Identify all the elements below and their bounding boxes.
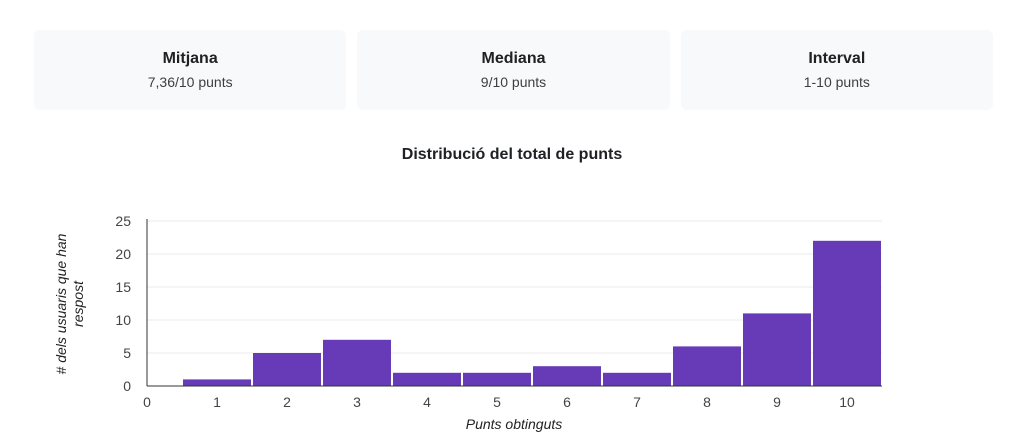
bars — [183, 240, 881, 386]
y-tick-label: 20 — [115, 246, 131, 262]
chart-title: Distribució del total de punts — [401, 146, 623, 163]
summary-card-label: Mediana — [481, 50, 546, 67]
x-tick-label: 2 — [283, 394, 291, 410]
x-tick-label: 7 — [633, 394, 641, 410]
bar — [463, 372, 531, 386]
x-tick-labels: 0 1 2 3 4 5 6 7 8 9 10 — [143, 394, 855, 410]
y-tick-label: 0 — [123, 378, 131, 394]
x-tick-label: 0 — [143, 394, 151, 410]
bar — [393, 372, 461, 386]
summary-card-value: 7,36/10 punts — [147, 74, 233, 90]
x-tick-label: 6 — [563, 394, 571, 410]
summary-cards: Mitjana 7,36/10 punts Mediana 9/10 punts… — [34, 30, 993, 110]
bar — [323, 339, 391, 386]
x-tick-label: 8 — [703, 394, 711, 410]
summary-card-value: 1-10 punts — [803, 74, 870, 90]
y-tick-labels: 0 5 10 15 20 25 — [115, 213, 131, 394]
x-tick-label: 3 — [353, 394, 361, 410]
x-tick-label: 9 — [773, 394, 781, 410]
summary-card-mean: Mitjana 7,36/10 punts — [34, 30, 347, 110]
y-tick-label: 25 — [115, 213, 131, 229]
x-tick-label: 1 — [213, 394, 221, 410]
summary-card-value: 9/10 punts — [480, 74, 547, 90]
x-tick-label: 4 — [423, 394, 431, 410]
y-axis-label: # dels usuaris que han respost — [53, 233, 86, 374]
bar — [183, 379, 251, 386]
summary-card-label: Mitjana — [162, 50, 218, 67]
summary-card-range: Interval 1-10 punts — [680, 30, 993, 110]
summary-card-median: Mediana 9/10 punts — [357, 30, 670, 110]
y-tick-label: 10 — [115, 312, 131, 328]
x-tick-label: 10 — [839, 394, 855, 410]
y-axis-label-line-1: # dels usuaris que han — [53, 233, 69, 374]
y-axis-label-line-2: respost — [70, 280, 86, 327]
y-tick-label: 5 — [123, 345, 131, 361]
bar — [813, 240, 881, 386]
y-tick-label: 15 — [115, 279, 131, 295]
bar — [743, 313, 811, 386]
x-axis-label: Punts obtinguts — [466, 416, 563, 432]
x-tick-label: 5 — [493, 394, 501, 410]
bar — [673, 346, 741, 386]
bar — [533, 366, 601, 386]
bar — [253, 353, 321, 386]
summary-card-label: Interval — [808, 50, 866, 67]
axes — [146, 219, 882, 387]
bar — [603, 372, 671, 386]
